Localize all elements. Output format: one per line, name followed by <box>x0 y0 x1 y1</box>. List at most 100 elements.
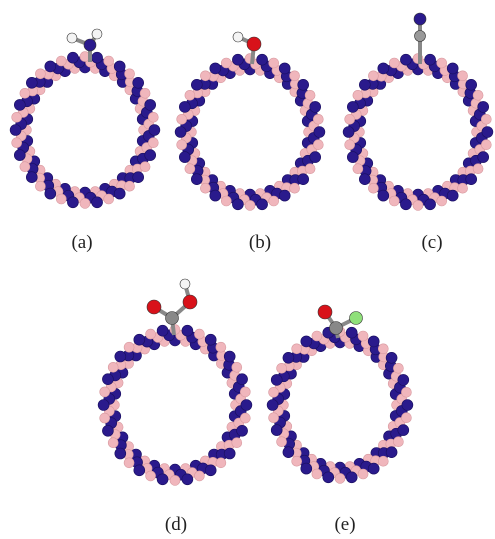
panel-label: (d) <box>165 514 187 535</box>
atom <box>398 425 409 436</box>
atom <box>124 342 134 352</box>
atom <box>378 190 389 201</box>
atom <box>157 474 168 485</box>
atom <box>298 174 309 185</box>
atom <box>269 387 279 397</box>
atom <box>292 456 302 466</box>
atom <box>358 331 368 341</box>
atom <box>67 197 78 208</box>
atom <box>20 162 30 172</box>
atom <box>398 374 409 385</box>
atom <box>414 13 426 25</box>
atom <box>177 114 187 124</box>
atom <box>478 152 489 163</box>
atom <box>368 71 378 81</box>
atom <box>115 448 126 459</box>
atom <box>148 112 158 122</box>
atom <box>240 387 250 397</box>
atom <box>290 183 300 193</box>
atom <box>108 362 118 372</box>
atom <box>14 99 25 110</box>
atom <box>413 200 423 210</box>
atom <box>14 150 25 161</box>
atom <box>290 71 300 81</box>
atom <box>224 448 235 459</box>
atom <box>56 56 66 66</box>
figure: (a) (b) (c) (d) (e) <box>0 0 495 539</box>
atom <box>140 162 150 172</box>
atom <box>401 387 411 397</box>
atom <box>146 471 156 481</box>
atom <box>26 77 37 88</box>
atom <box>185 90 195 100</box>
atom <box>386 352 397 363</box>
atom <box>269 196 279 206</box>
atom <box>466 79 477 90</box>
atom <box>458 183 468 193</box>
atom <box>210 190 221 201</box>
atom <box>368 336 379 347</box>
atom <box>359 79 370 90</box>
atom <box>277 363 287 373</box>
atom <box>147 300 161 314</box>
panel-label: (b) <box>249 232 271 253</box>
atom <box>20 88 30 98</box>
atom <box>402 400 413 411</box>
atom <box>271 374 282 385</box>
atom <box>353 164 363 174</box>
atom <box>200 183 210 193</box>
atom <box>133 77 144 88</box>
atom <box>346 472 357 483</box>
atom <box>170 475 180 485</box>
atom <box>247 37 261 51</box>
atom <box>56 194 66 204</box>
atom <box>179 101 190 112</box>
atom <box>437 196 447 206</box>
atom <box>313 140 323 150</box>
atom <box>145 99 156 110</box>
atom <box>473 90 483 100</box>
atom <box>245 200 255 210</box>
atom <box>35 69 45 79</box>
atom <box>149 125 160 136</box>
atom <box>133 172 144 183</box>
atom <box>415 31 426 42</box>
atom <box>310 152 321 163</box>
atom <box>378 63 389 74</box>
atom <box>10 125 21 136</box>
atom <box>347 101 358 112</box>
atom <box>221 58 231 68</box>
atom <box>478 101 489 112</box>
atom <box>92 52 103 63</box>
atom <box>92 29 102 39</box>
atom <box>114 61 125 72</box>
atom <box>368 183 378 193</box>
atom <box>200 71 210 81</box>
atom <box>292 344 302 354</box>
atom <box>447 190 458 201</box>
atom <box>345 114 355 124</box>
atom <box>358 469 368 479</box>
atom <box>318 305 332 319</box>
atom <box>114 188 125 199</box>
atom <box>346 327 357 338</box>
atom <box>233 32 243 42</box>
atom <box>35 181 45 191</box>
atom <box>279 63 290 74</box>
atom <box>389 196 399 206</box>
atom <box>134 334 145 345</box>
atom <box>232 438 242 448</box>
atom <box>100 413 110 423</box>
atom <box>205 465 216 476</box>
atom <box>102 374 113 385</box>
atom <box>482 127 493 138</box>
atom <box>124 458 134 468</box>
atom <box>335 473 345 483</box>
atom <box>400 54 411 65</box>
atom <box>458 71 468 81</box>
atom <box>312 469 322 479</box>
atom <box>389 58 399 68</box>
atom <box>279 190 290 201</box>
atom <box>108 438 118 448</box>
atom <box>269 413 279 423</box>
